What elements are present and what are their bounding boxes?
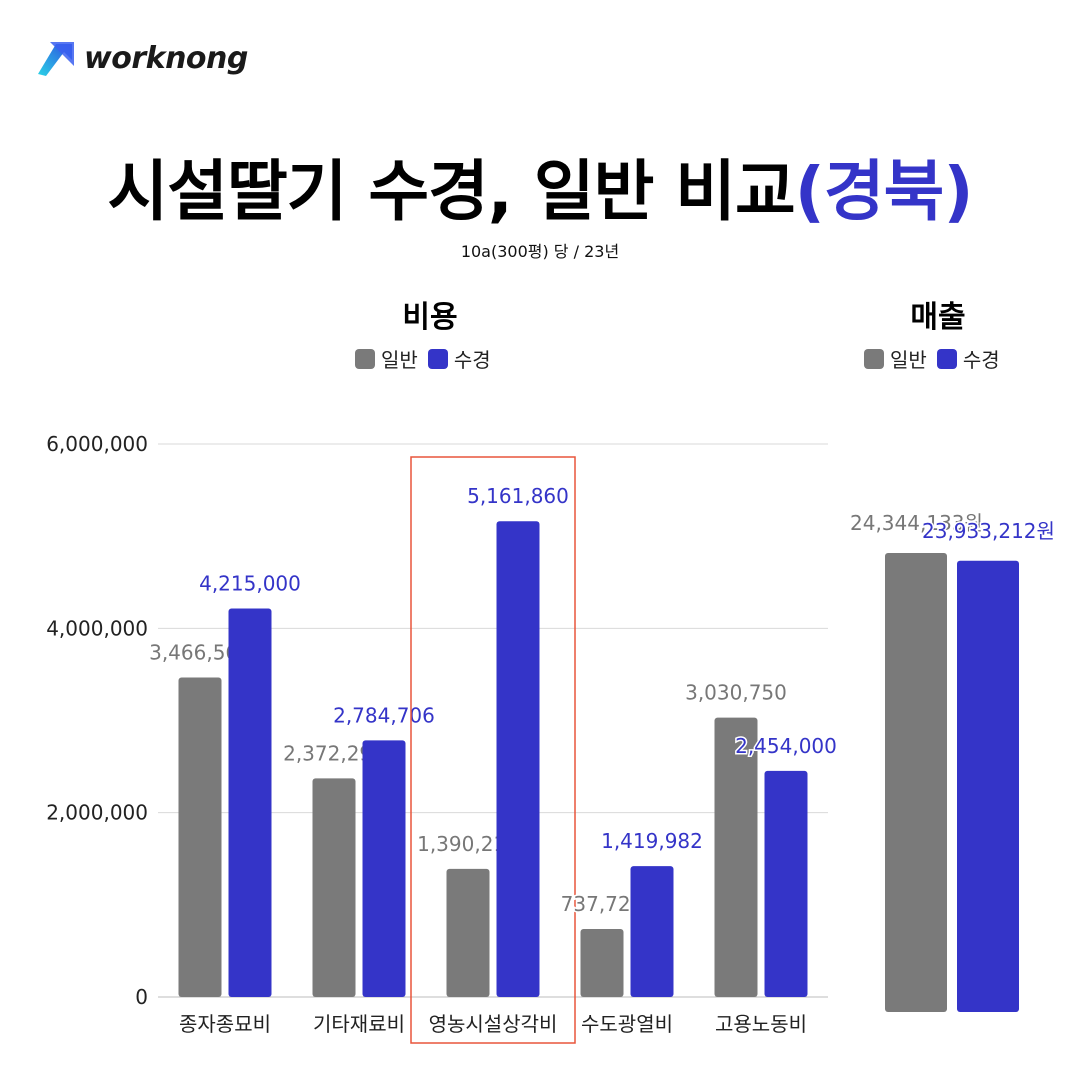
bar-hydro — [764, 770, 808, 997]
legend-label-hydro: 수경 — [962, 348, 1000, 372]
sales-bar-hydro — [957, 560, 1019, 1012]
x-tick-label: 기타재료비 — [313, 1012, 405, 1036]
y-tick-label: 0 — [135, 985, 148, 1009]
legend-swatch-hydro — [936, 348, 957, 369]
bar-general — [178, 677, 222, 997]
cost-legend-hydro: 수경 — [427, 344, 491, 373]
legend-swatch-general — [864, 348, 884, 369]
sales-legend-general: 일반 — [864, 344, 927, 373]
data-label-hydro: 4,215,000 — [199, 572, 301, 596]
bar-hydro — [496, 521, 540, 997]
legend-swatch-hydro — [427, 348, 448, 369]
x-tick-label: 고용노동비 — [715, 1012, 807, 1036]
legend-label-hydro: 수경 — [453, 348, 491, 372]
page-title: 시설딸기 수경, 일반 비교(경북) — [0, 138, 1080, 234]
x-tick-label: 수도광열비 — [581, 1012, 673, 1036]
brand-name: worknong — [84, 40, 248, 76]
sales-label-hydro: 23,933,212원 — [922, 519, 1055, 543]
x-tick-label: 영농시설상각비 — [429, 1012, 558, 1036]
x-tick-label: 종자종묘비 — [179, 1012, 271, 1036]
data-label-hydro: 5,161,860 — [467, 484, 569, 508]
sales-legend: 일반 수경 — [864, 344, 1010, 373]
bar-general — [312, 778, 356, 997]
bar-hydro — [228, 608, 272, 997]
title-region: (경북) — [794, 153, 974, 230]
bar-hydro — [362, 740, 406, 997]
page-subtitle: 10a(300평) 당 / 23년 — [460, 242, 620, 261]
data-label-hydro: 1,419,982 — [601, 829, 703, 853]
data-label-hydro: 2,784,706 — [333, 703, 435, 727]
cost-chart-title: 비용 — [402, 300, 458, 335]
title-main: 시설딸기 수경, 일반 비교 — [107, 153, 796, 230]
brand-logo: worknong — [36, 38, 248, 78]
y-tick-label: 4,000,000 — [46, 616, 148, 640]
y-tick-label: 6,000,000 — [46, 432, 148, 456]
sales-label-general: 24,344,133원 — [850, 511, 983, 535]
legend-label-general: 일반 — [381, 348, 418, 372]
sales-legend-hydro: 수경 — [936, 344, 1000, 373]
cost-legend-general: 일반 — [355, 344, 418, 373]
data-label-general: 3,030,750 — [685, 681, 787, 705]
highlight-box — [410, 456, 576, 1044]
bar-general — [446, 868, 490, 997]
data-label-hydro: 2,454,000 — [735, 734, 837, 758]
legend-swatch-general — [355, 348, 375, 369]
legend-label-general: 일반 — [890, 348, 927, 372]
sales-bar-general — [885, 553, 947, 1012]
bar-general — [580, 929, 624, 997]
y-tick-label: 2,000,000 — [46, 801, 148, 825]
bar-general — [714, 717, 758, 997]
bar-hydro — [630, 866, 674, 997]
sales-chart-title: 매출 — [910, 300, 966, 335]
cost-legend: 일반 수경 — [355, 344, 501, 373]
worknong-logo-icon — [38, 42, 74, 76]
